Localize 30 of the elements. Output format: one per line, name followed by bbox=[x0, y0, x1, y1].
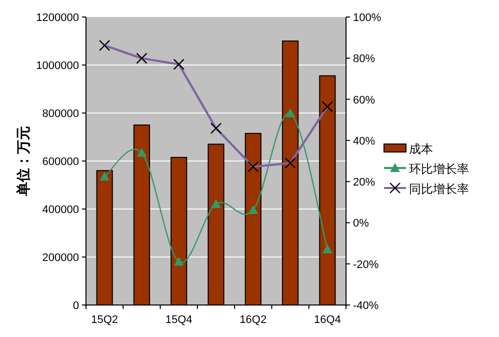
point bbox=[136, 148, 147, 157]
legend-label: 成本 bbox=[409, 142, 433, 156]
y2-tick-label: -20% bbox=[353, 258, 379, 271]
y-tick-label: 1000000 bbox=[36, 60, 79, 72]
y-tick-label: 1200000 bbox=[36, 12, 79, 24]
point bbox=[100, 172, 110, 181]
x-tick-label: 15Q2 bbox=[91, 314, 118, 326]
legend-label: 环比增长率 bbox=[409, 162, 469, 176]
x-tick-label: 15Q4 bbox=[165, 314, 192, 326]
point bbox=[174, 256, 184, 266]
x-tick-label: 16Q2 bbox=[240, 314, 267, 326]
y-tick-label: 600000 bbox=[42, 156, 79, 168]
y-tick-label: 0 bbox=[72, 300, 79, 312]
y2-tick-label: 20% bbox=[353, 176, 376, 189]
y2-tick-label: 0% bbox=[353, 218, 370, 230]
point bbox=[285, 108, 296, 118]
y2-tick-label: 80% bbox=[353, 53, 376, 66]
y-tick-label: 200000 bbox=[42, 252, 79, 264]
y2-tick-label: 60% bbox=[353, 94, 376, 106]
point bbox=[322, 244, 332, 254]
legend-label: 同比增长率 bbox=[409, 182, 469, 196]
y-axis-title: 单位：万元 bbox=[15, 126, 31, 197]
point bbox=[248, 204, 258, 214]
point bbox=[211, 198, 221, 208]
y2-tick-label: 100% bbox=[353, 12, 382, 24]
x-tick-label: 16Q4 bbox=[314, 314, 341, 326]
y2-tick-label: -40% bbox=[353, 300, 379, 312]
y-tick-label: 400000 bbox=[42, 204, 79, 216]
y-tick-label: 800000 bbox=[42, 108, 79, 120]
y2-tick-label: 40% bbox=[353, 135, 376, 148]
